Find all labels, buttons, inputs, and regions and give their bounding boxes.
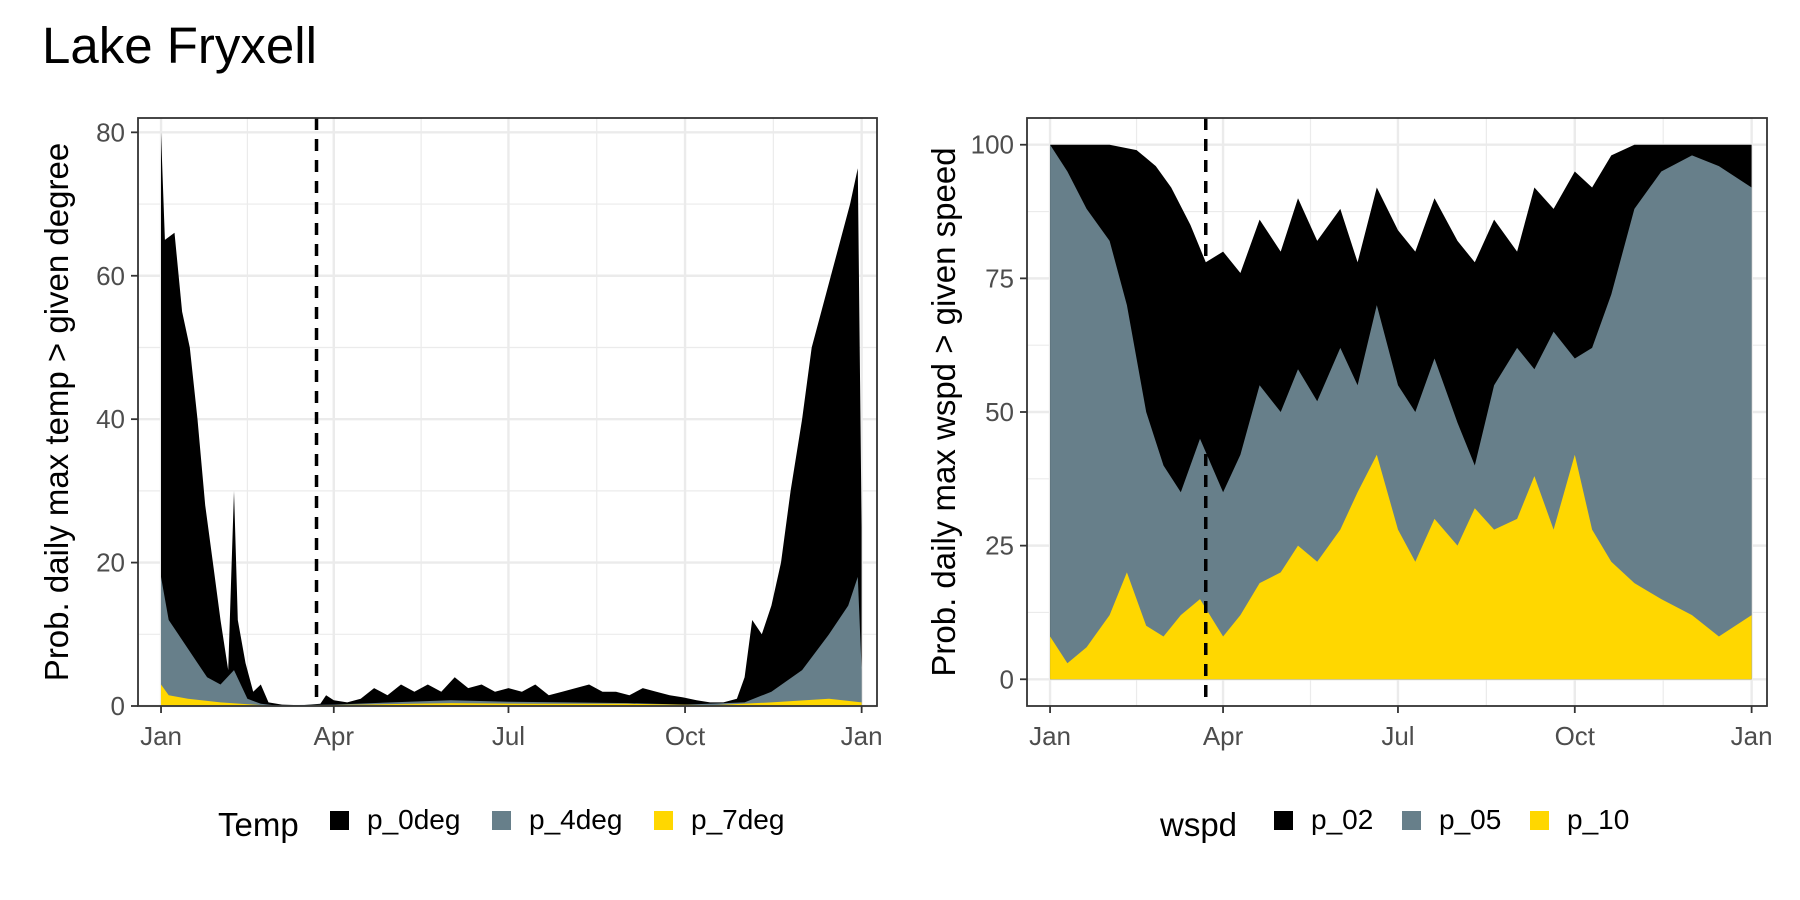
x-tick-label: Apr [314, 721, 355, 751]
legend-title: wspd [1159, 806, 1237, 843]
panel-border [137, 117, 878, 707]
legend-label-p_05: p_05 [1439, 804, 1501, 835]
legend-swatch-p_10 [1530, 811, 1549, 830]
y-tick-label: 0 [111, 691, 125, 721]
temp-panel: 0 20 40 60 80 Jan Apr Jul Oct Jan Prob. daily max … [38, 117, 883, 843]
y-tick-label: 50 [985, 397, 1014, 427]
area-series [1050, 144, 1752, 680]
legend-swatch-p_02 [1274, 811, 1293, 830]
y-tick-label: 40 [96, 404, 125, 434]
x-tick-label: Jan [841, 721, 883, 751]
y-tick-label: 0 [1000, 664, 1014, 694]
area-p_0deg [161, 132, 862, 707]
legend: wspd p_02 p_05 p_10 [1159, 804, 1629, 843]
y-tick-label: 60 [96, 261, 125, 291]
chart-title: Lake Fryxell [42, 17, 317, 74]
x-tick-label: Apr [1203, 721, 1244, 751]
x-tick-label: Jan [140, 721, 182, 751]
x-tick-label: Oct [1555, 721, 1596, 751]
legend-title: Temp [218, 806, 299, 843]
y-tick-label: 100 [971, 130, 1014, 160]
wspd-panel: 0 25 50 75 100 Jan Apr Jul Oct Jan Prob. daily max… [925, 117, 1773, 843]
area-series [161, 132, 862, 707]
y-tick-label: 20 [96, 548, 125, 578]
y-axis-title: Prob. daily max temp > given degree [38, 143, 75, 681]
legend-label-p_02: p_02 [1311, 804, 1373, 835]
y-axis-title: Prob. daily max wspd > given speed [925, 147, 962, 676]
legend: Temp p_0deg p_4deg p_7deg [218, 804, 784, 843]
legend-swatch-p_05 [1402, 811, 1421, 830]
y-tick-label: 25 [985, 531, 1014, 561]
x-tick-label: Jul [492, 721, 525, 751]
y-tick-label: 75 [985, 263, 1014, 293]
y-tick-label: 80 [96, 117, 125, 147]
area-p_7deg [161, 684, 862, 706]
x-tick-label: Jan [1029, 721, 1071, 751]
legend-swatch-p_4deg [492, 811, 511, 830]
legend-label-p_0deg: p_0deg [367, 804, 460, 835]
x-tick-label: Jan [1731, 721, 1773, 751]
area-p_10 [1050, 454, 1752, 680]
legend-label-p_10: p_10 [1567, 804, 1629, 835]
legend-label-p_7deg: p_7deg [691, 804, 784, 835]
legend-swatch-p_7deg [654, 811, 673, 830]
area-p_4deg [161, 576, 862, 706]
legend-label-p_4deg: p_4deg [529, 804, 622, 835]
x-tick-label: Oct [665, 721, 706, 751]
x-tick-label: Jul [1381, 721, 1414, 751]
legend-swatch-p_0deg [330, 811, 349, 830]
